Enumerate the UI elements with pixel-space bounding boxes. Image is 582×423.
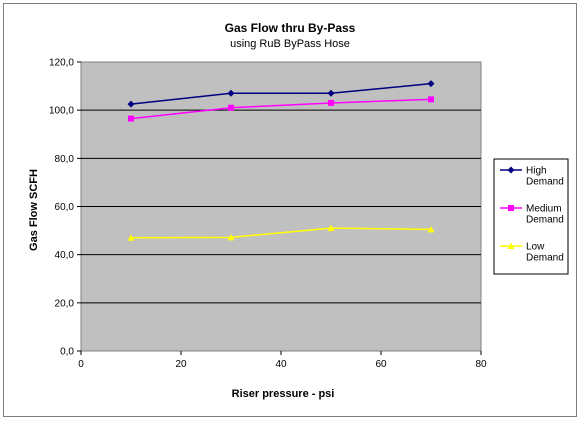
chart-title: Gas Flow thru By-Pass: [225, 21, 356, 35]
data-point-low-demand: [327, 224, 335, 232]
y-axis-label: Gas Flow SCFH: [28, 169, 40, 251]
x-axis-label: Riser pressure - psi: [232, 388, 335, 400]
legend-swatch-marker: [507, 166, 515, 174]
data-point-medium-demand: [328, 99, 334, 106]
data-point-low-demand: [127, 234, 135, 241]
y-tick-label: 40,0: [55, 250, 75, 261]
data-point-medium-demand: [428, 96, 434, 103]
y-tick-label: 80,0: [55, 154, 75, 165]
y-axis-ticks: 0,0 20,0 40,0 60,0 80,0 100,0 120,0: [49, 58, 81, 358]
data-point-medium-demand: [228, 104, 234, 111]
grid-lines: [81, 109, 481, 304]
legend-label: High: [526, 166, 547, 177]
legend-swatch-marker: [507, 242, 515, 249]
x-tick-label: 0: [78, 359, 84, 370]
data-point-high-demand: [127, 100, 135, 108]
series-line-low-demand: [130, 227, 432, 239]
series-layer: [127, 80, 435, 241]
y-tick-label: 120,0: [49, 58, 74, 69]
data-point-high-demand: [427, 80, 435, 88]
y-tick-label: 100,0: [49, 106, 74, 117]
legend-label: Medium: [526, 204, 562, 215]
legend-label: Demand: [526, 177, 564, 188]
chart-subtitle: using RuB ByPass Hose: [230, 38, 350, 50]
series-line-medium-demand: [130, 98, 432, 120]
y-tick-label: 0,0: [60, 347, 74, 358]
x-axis-ticks: 0 20 40 60 80: [78, 351, 487, 370]
legend-label: Demand: [526, 253, 564, 264]
x-tick-label: 40: [275, 359, 287, 370]
data-point-high-demand: [327, 89, 335, 97]
x-tick-label: 60: [375, 359, 387, 370]
data-point-low-demand: [227, 233, 235, 241]
data-point-medium-demand: [128, 115, 134, 122]
legend-label: Low: [526, 242, 545, 253]
x-tick-label: 80: [475, 359, 487, 370]
series-low-demand: [127, 224, 435, 241]
x-tick-label: 20: [175, 359, 187, 370]
legend-box: [493, 158, 569, 275]
y-tick-label: 20,0: [55, 298, 75, 309]
data-point-high-demand: [227, 89, 235, 97]
y-tick-label: 60,0: [55, 202, 75, 213]
series-line-high-demand: [130, 82, 432, 105]
legend-swatch-marker: [508, 205, 514, 211]
series-high-demand: [127, 80, 435, 108]
series-medium-demand: [128, 96, 434, 122]
data-point-low-demand: [427, 225, 435, 233]
legend-label: Demand: [526, 215, 564, 226]
